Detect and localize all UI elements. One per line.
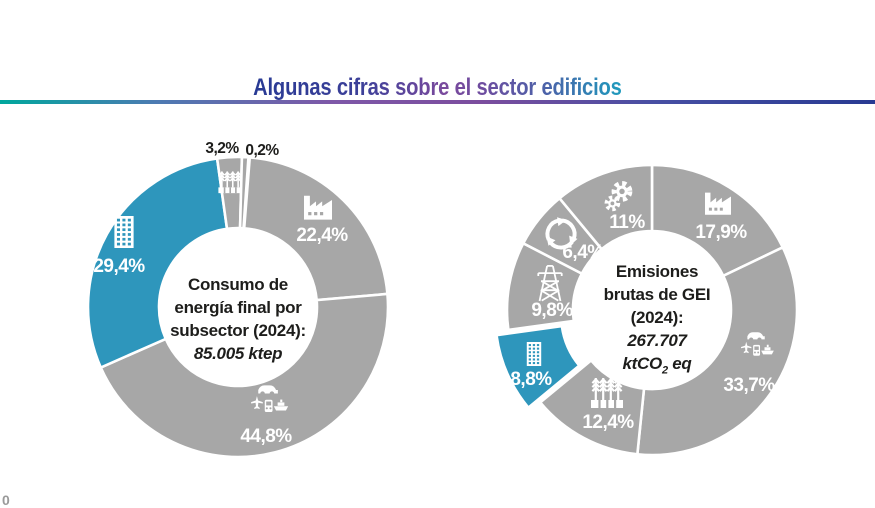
segment-value-label: 0,2% <box>245 142 279 159</box>
right-donut-center-value: 267.707 <box>627 331 687 350</box>
page-title-text: Algunas cifras sobre el sector edificios <box>253 74 622 101</box>
building-icon <box>114 216 134 248</box>
right-donut-center-unit: ktCO2 eq <box>622 354 692 377</box>
segment-value-label: 12,4% <box>582 412 634 433</box>
segment-value-label: 33,7% <box>723 375 775 396</box>
segment-value-label: 44,8% <box>240 426 292 447</box>
right-donut-center-text: Emisiones brutas de GEI (2024): 267.707 … <box>527 260 787 382</box>
segment-value-label: 3,2% <box>205 140 239 157</box>
donut-1-segment-1 <box>635 245 799 457</box>
title-underline-gradient <box>0 100 875 104</box>
left-donut-center-line: subsector (2024): <box>170 321 306 340</box>
segment-value-label: 8,8% <box>510 369 552 390</box>
donut-0-segment-1 <box>99 292 390 459</box>
building-icon <box>526 342 542 366</box>
donut-1-segment-3 <box>495 324 582 410</box>
page-title: Algunas cifras sobre el sector edificios <box>0 66 875 103</box>
right-donut-center-line: brutas de GEI <box>603 285 711 304</box>
transport-icon <box>251 385 289 413</box>
pylon-icon <box>537 265 563 302</box>
left-donut-center-line: energía final por <box>174 298 302 317</box>
segment-value-label: 17,9% <box>695 222 747 243</box>
factory-icon <box>304 195 332 220</box>
factory-icon <box>705 192 731 215</box>
right-donut-center-line: Emisiones <box>615 262 699 281</box>
segment-value-label: 29,4% <box>93 256 145 277</box>
donut-1-segment-0 <box>650 163 785 278</box>
left-donut-center-line: Consumo de <box>188 275 288 294</box>
donut-0-segment-0 <box>242 156 389 302</box>
right-donut-center-line: (2024): <box>630 308 684 327</box>
segment-value-label: 6,4% <box>562 242 604 263</box>
page-marker: 0 <box>2 492 10 508</box>
wheat-icon <box>218 171 242 194</box>
donut-0-segment-4 <box>238 155 250 230</box>
recycle-icon <box>545 217 578 250</box>
wheat-icon <box>591 378 623 408</box>
segment-value-label: 22,4% <box>296 225 348 246</box>
segment-value-label: 9,8% <box>531 300 573 321</box>
donut-0-segment-2 <box>86 156 229 370</box>
segment-value-label: 11% <box>609 212 645 233</box>
left-donut-center-text: Consumo de energía final por subsector (… <box>108 273 368 365</box>
transport-icon <box>741 332 774 356</box>
left-donut-center-value: 85.005 ktep <box>193 344 283 363</box>
